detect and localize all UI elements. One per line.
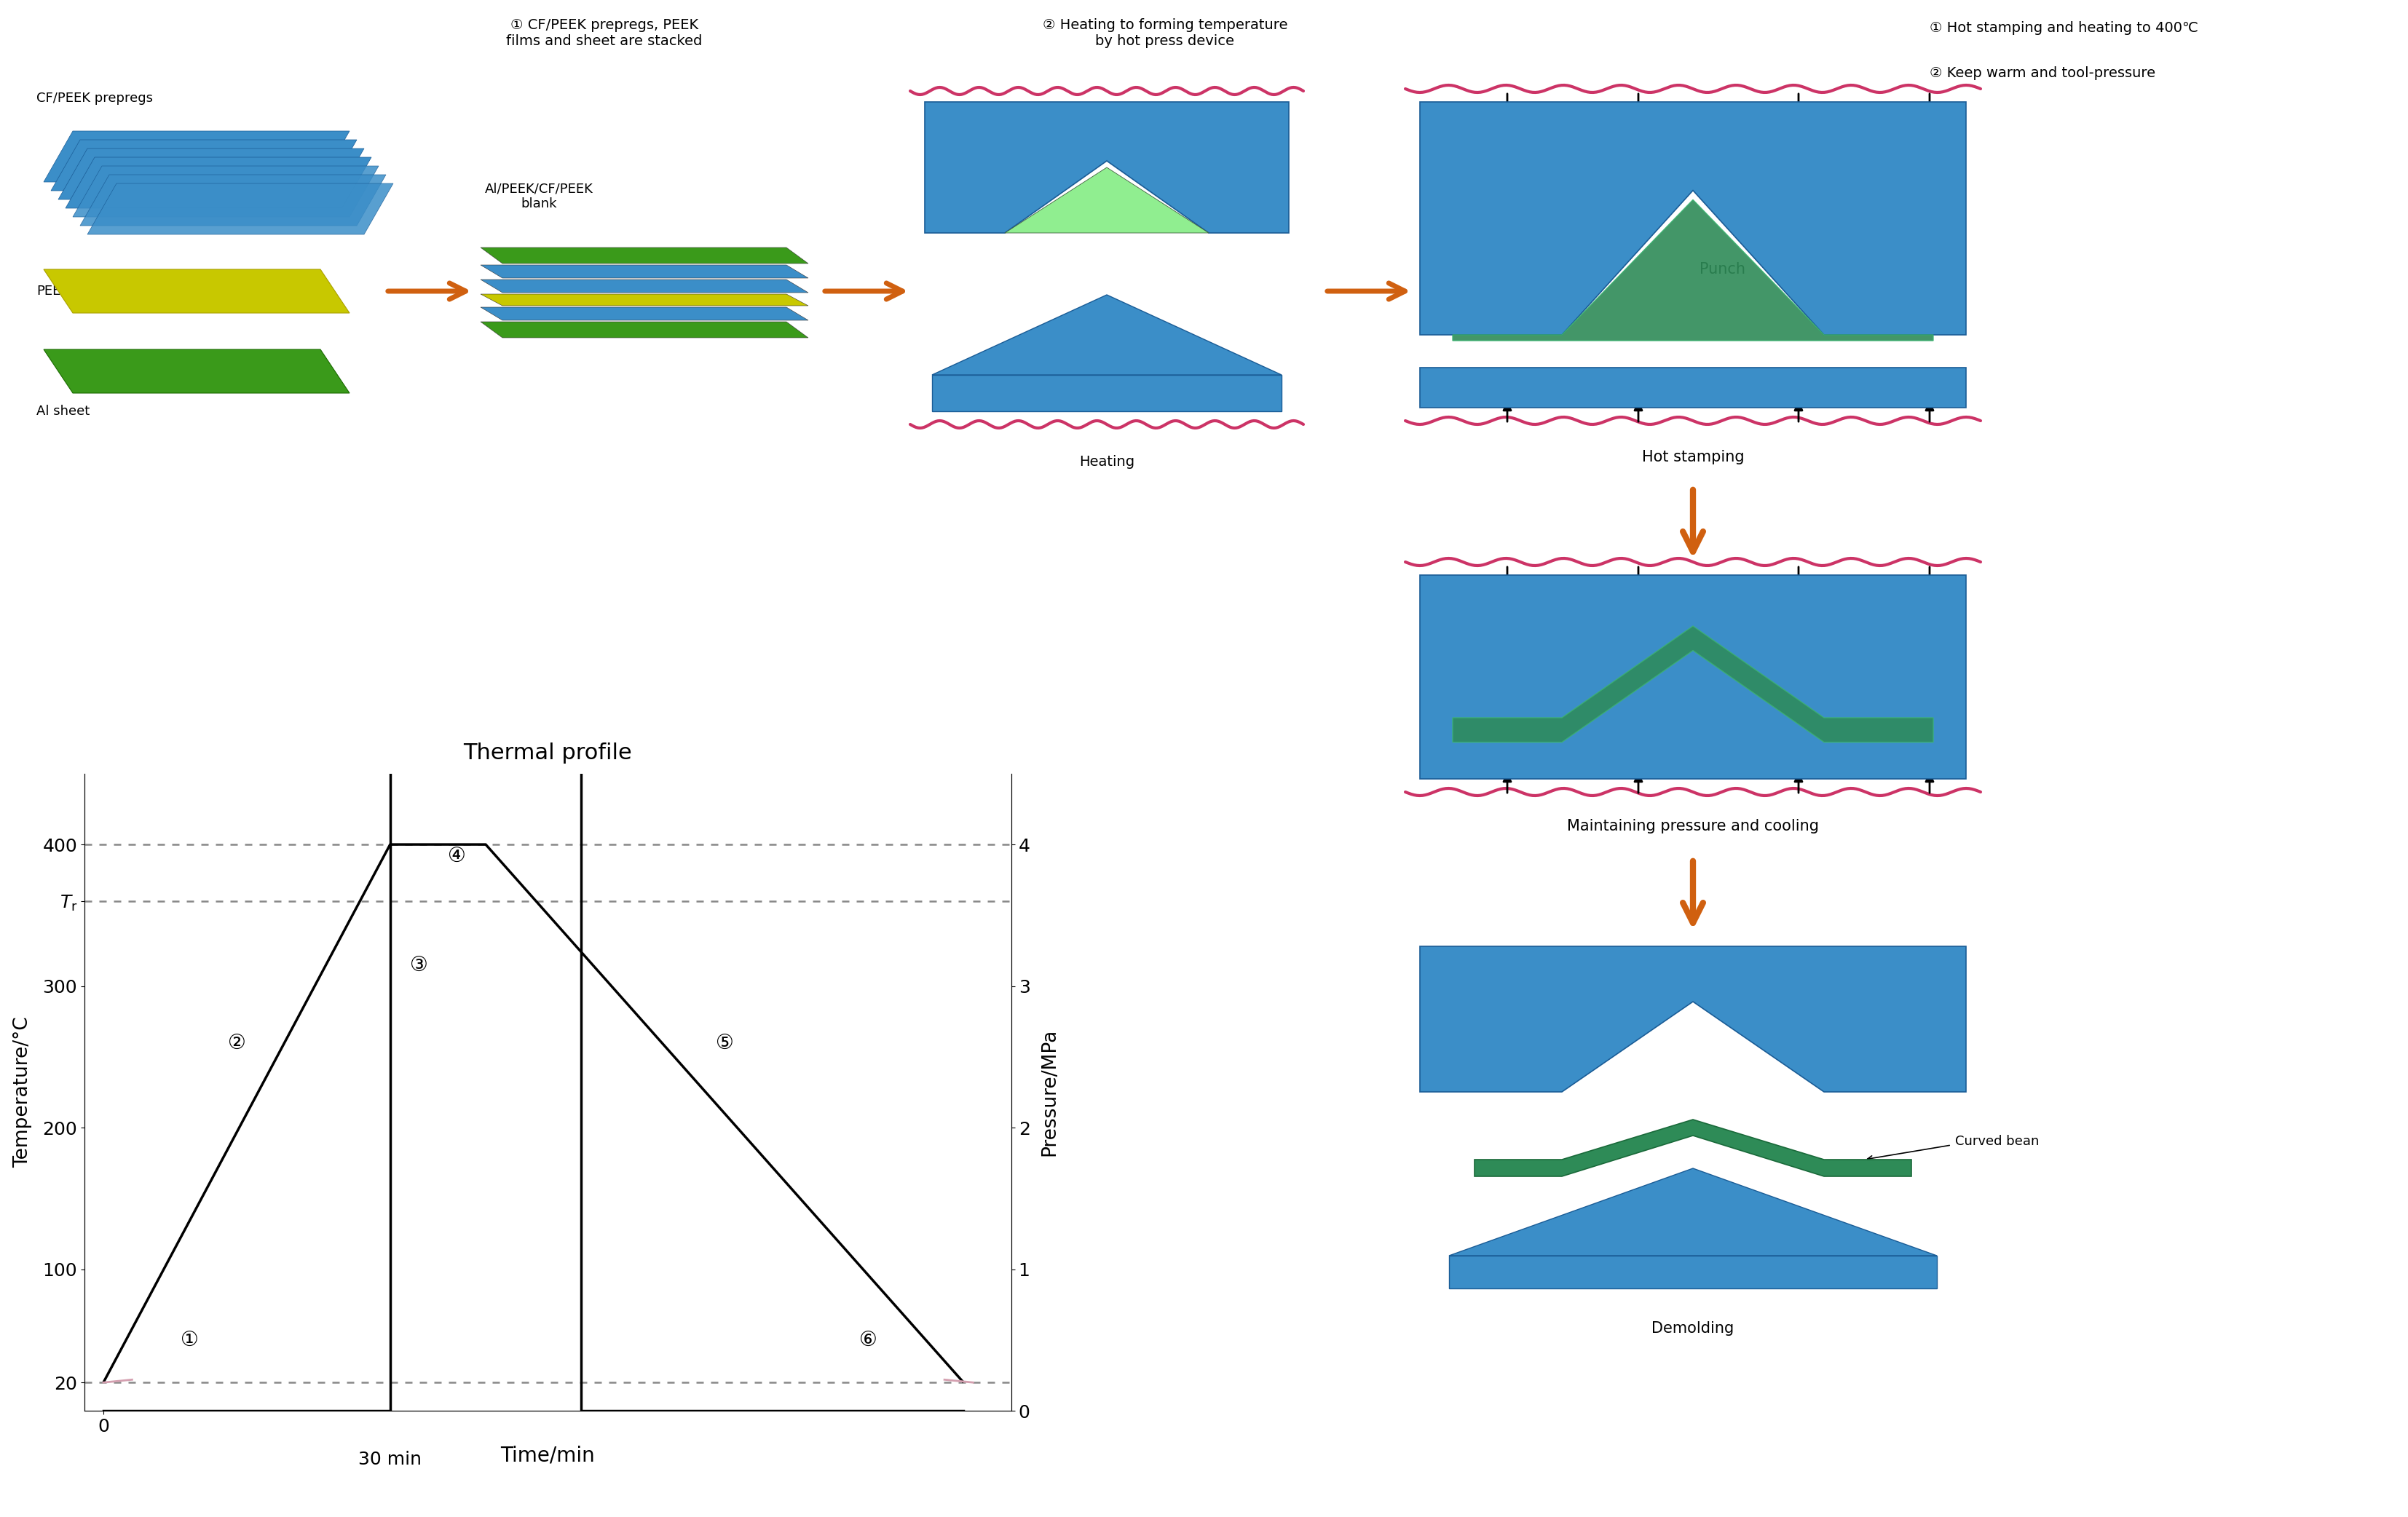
- FancyBboxPatch shape: [1421, 367, 1965, 408]
- Text: Punch: Punch: [1086, 347, 1129, 361]
- Text: ② Keep warm and tool-pressure: ② Keep warm and tool-pressure: [1929, 65, 2155, 80]
- Text: Punch: Punch: [1700, 715, 1746, 730]
- Polygon shape: [87, 184, 393, 235]
- Text: Die: Die: [1457, 986, 1481, 1001]
- Text: ④: ④: [448, 845, 467, 866]
- Polygon shape: [1450, 1168, 1936, 1256]
- Polygon shape: [1421, 102, 1965, 335]
- Text: ① Hot stamping and heating to 400℃: ① Hot stamping and heating to 400℃: [1929, 21, 2199, 35]
- Text: Punch: Punch: [1671, 1265, 1717, 1279]
- Text: Die: Die: [968, 138, 992, 153]
- Title: Thermal profile: Thermal profile: [462, 743, 633, 765]
- Polygon shape: [932, 294, 1281, 375]
- Polygon shape: [1421, 575, 1965, 778]
- Text: Die: Die: [1457, 611, 1481, 627]
- Polygon shape: [925, 102, 1288, 234]
- Y-axis label: Pressure/MPa: Pressure/MPa: [1040, 1029, 1060, 1156]
- X-axis label: Time/min: Time/min: [501, 1446, 595, 1465]
- Polygon shape: [482, 265, 809, 278]
- Text: ① CF/PEEK prepregs, PEEK
films and sheet are stacked: ① CF/PEEK prepregs, PEEK films and sheet…: [506, 18, 703, 47]
- Text: Punch: Punch: [1700, 262, 1746, 278]
- Polygon shape: [482, 294, 809, 306]
- Text: ②: ②: [229, 1033, 246, 1053]
- Polygon shape: [482, 322, 809, 338]
- Text: PEEK: PEEK: [36, 285, 70, 297]
- Polygon shape: [72, 165, 378, 217]
- Text: 30 min: 30 min: [359, 1450, 421, 1468]
- Polygon shape: [43, 270, 349, 313]
- Text: Hot stamping: Hot stamping: [1642, 451, 1743, 464]
- Polygon shape: [482, 279, 809, 293]
- Text: Maintaining pressure and cooling: Maintaining pressure and cooling: [1568, 819, 1818, 833]
- Polygon shape: [65, 158, 371, 208]
- Polygon shape: [43, 130, 349, 182]
- Polygon shape: [1474, 1120, 1912, 1176]
- Text: ⑤ Joining impregnation
    torming anh
    consolidation are
    conbined: ⑤ Joining impregnation torming anh conso…: [1493, 596, 1657, 658]
- Text: ③: ③: [409, 954, 429, 975]
- Polygon shape: [482, 306, 809, 320]
- Polygon shape: [58, 149, 364, 199]
- Polygon shape: [1452, 200, 1934, 341]
- Polygon shape: [1004, 167, 1209, 234]
- Polygon shape: [43, 349, 349, 393]
- Polygon shape: [51, 140, 356, 191]
- Text: ⑥: ⑥: [860, 1330, 877, 1350]
- Polygon shape: [1421, 947, 1965, 1092]
- Text: Al sheet: Al sheet: [36, 405, 89, 417]
- Polygon shape: [932, 375, 1281, 411]
- Text: ⑥ Tool-pressure
    released and
    tool opened: ⑥ Tool-pressure released and tool opened: [1493, 968, 1604, 1013]
- Polygon shape: [79, 174, 385, 226]
- Text: ② Heating to forming temperature
by hot press device: ② Heating to forming temperature by hot …: [1043, 18, 1288, 47]
- Text: ①: ①: [181, 1330, 197, 1350]
- Text: Demolding: Demolding: [1652, 1321, 1734, 1336]
- Polygon shape: [482, 247, 809, 264]
- Polygon shape: [1452, 627, 1934, 742]
- Y-axis label: Temperature/°C: Temperature/°C: [14, 1016, 31, 1168]
- Text: Curved bean: Curved bean: [1955, 1135, 2040, 1148]
- FancyBboxPatch shape: [1450, 1256, 1936, 1288]
- Text: CF/PEEK prepregs: CF/PEEK prepregs: [36, 91, 154, 105]
- Text: ⑤: ⑤: [715, 1033, 734, 1053]
- Text: Heating: Heating: [1079, 455, 1134, 469]
- Text: Die: Die: [1457, 146, 1481, 161]
- Text: Al/PEEK/CF/PEEK
blank: Al/PEEK/CF/PEEK blank: [484, 182, 592, 211]
